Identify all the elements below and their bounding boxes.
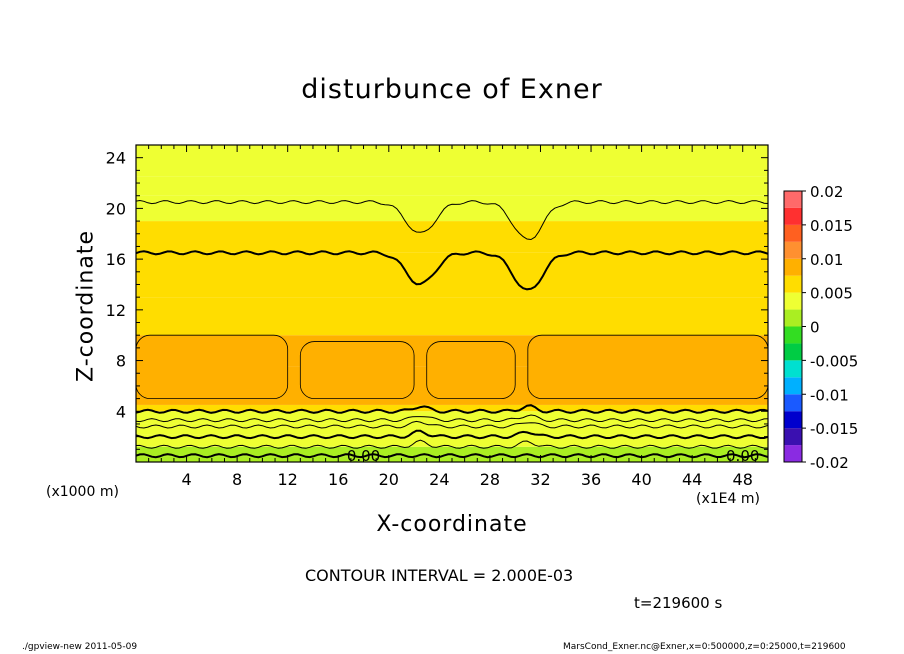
colorbar-swatch — [784, 275, 802, 293]
colorbar-swatch — [784, 428, 802, 446]
band-9 — [136, 252, 768, 298]
x-tick-label: 40 — [631, 470, 651, 489]
colorbar-swatch — [784, 292, 802, 310]
band-8 — [136, 297, 768, 336]
x-tick-label: 32 — [530, 470, 550, 489]
cell-core-3 — [533, 366, 762, 393]
colorbar-tick-label: -0.015 — [810, 420, 858, 438]
contour-line-2 — [136, 429, 768, 440]
time-label: t=219600 s — [634, 594, 723, 612]
x-tick-label: 16 — [328, 470, 348, 489]
band-11 — [136, 195, 768, 222]
colorbar-swatch — [784, 445, 802, 462]
x-tick-label: 28 — [480, 470, 500, 489]
colorbar-tick-label: -0.01 — [810, 386, 849, 404]
cell-core-0 — [142, 366, 282, 393]
colorbar-swatch — [784, 224, 802, 242]
colorbar-swatch — [784, 258, 802, 276]
contour-line-3 — [136, 420, 768, 429]
colorbar: 0.02 0.015 0.01 0.005 0 -0.005 -0.01 -0.015 -0.0… — [783, 183, 858, 472]
band-4 — [136, 411, 768, 424]
cell-core-1 — [306, 366, 409, 393]
x-tick-label: 20 — [379, 470, 399, 489]
colorbar-swatch — [784, 207, 802, 225]
colorbar-tick-label: 0.005 — [810, 285, 853, 303]
x-unit-label: (x1000 m) — [46, 484, 119, 500]
band-12 — [136, 176, 768, 196]
chart-title: disturbunce of Exner — [301, 74, 603, 105]
band-10 — [136, 221, 768, 253]
x-tick-label: 12 — [278, 470, 298, 489]
colorbar-swatch — [784, 241, 802, 259]
colorbar-tick-label: -0.005 — [810, 352, 858, 370]
y-tick-label: 24 — [106, 149, 126, 168]
colorbar-swatch — [784, 191, 802, 208]
x-tick-label: 24 — [429, 470, 449, 489]
colorbar-swatch — [784, 377, 802, 395]
y-tick-label: 20 — [106, 199, 126, 218]
contour-line-7 — [136, 199, 768, 241]
x-tick-label: 8 — [232, 470, 242, 489]
contour-label-1: 0.00 — [726, 447, 759, 465]
y-tick-label: 16 — [106, 250, 126, 269]
x-tick-label: 44 — [682, 470, 702, 489]
band-5 — [136, 404, 768, 412]
colorbar-tick-label: 0 — [810, 319, 820, 337]
y-tick-label: 4 — [116, 402, 126, 421]
colorbar-swatch — [784, 411, 802, 429]
heatmap-fill — [136, 145, 768, 462]
colorbar-tick-label: 0.02 — [810, 183, 843, 201]
contour-line-6 — [136, 250, 768, 291]
colorbar-tick-label: 0.01 — [810, 251, 843, 269]
y-tick-label: 12 — [106, 301, 126, 320]
contour-label-0: 0.00 — [347, 447, 380, 465]
cell-core-2 — [432, 366, 510, 393]
contour-lines: 0.00 0.00 — [136, 199, 768, 465]
contour-line-1 — [136, 439, 768, 449]
x-tick-label: 36 — [581, 470, 601, 489]
contour-line-0 — [136, 453, 768, 459]
colorbar-tick-label: -0.02 — [810, 454, 849, 472]
x-tick-label: 4 — [181, 470, 191, 489]
x-unit-label-right: (x1E4 m) — [696, 491, 760, 507]
y-tick-label: 8 — [116, 352, 126, 371]
colorbar-swatch — [784, 326, 802, 344]
contour-interval: CONTOUR INTERVAL = 2.000E-03 — [305, 566, 574, 585]
colorbar-swatch — [784, 360, 802, 378]
band-3 — [136, 423, 768, 435]
band-13 — [136, 145, 768, 177]
colorbar-swatch — [784, 394, 802, 412]
contour-line-4 — [136, 414, 768, 423]
footer-right: MarsCond_Exner.nc@Exner,x=0:500000,z=0:2… — [563, 642, 846, 652]
band-1 — [136, 446, 768, 457]
colorbar-tick-label: 0.015 — [810, 217, 853, 235]
colorbar-swatch — [784, 309, 802, 327]
footer-left: ./gpview-new 2011-05-09 — [22, 642, 138, 652]
contour-line-5 — [136, 404, 768, 414]
colorbar-swatch — [784, 343, 802, 361]
x-axis-label: X-coordinate — [376, 512, 528, 537]
x-tick-label: 48 — [733, 470, 753, 489]
